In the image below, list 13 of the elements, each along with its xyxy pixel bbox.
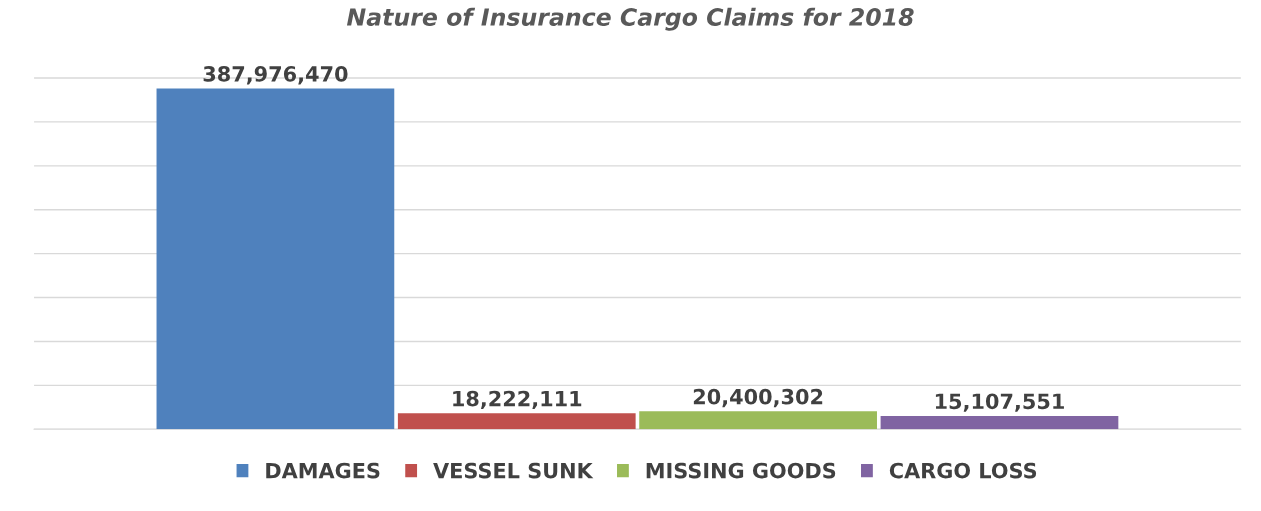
bar [639,411,877,430]
chart-title: Nature of Insurance Cargo Claims for 2018 [346,7,914,31]
data-label: 15,107,551 [935,393,1064,412]
legend-label: CARGO LOSS [889,462,1037,479]
bar [156,88,395,430]
data-label: 20,400,302 [693,388,823,408]
data-label: 387,976,470 [203,66,348,85]
bar [880,415,1119,430]
bar [397,413,636,430]
legend-label: DAMAGES [266,462,380,479]
legend-label: MISSING GOODS [646,462,836,479]
data-label: 18,222,111 [453,390,582,410]
legend-label: VESSEL SUNK [433,462,594,479]
